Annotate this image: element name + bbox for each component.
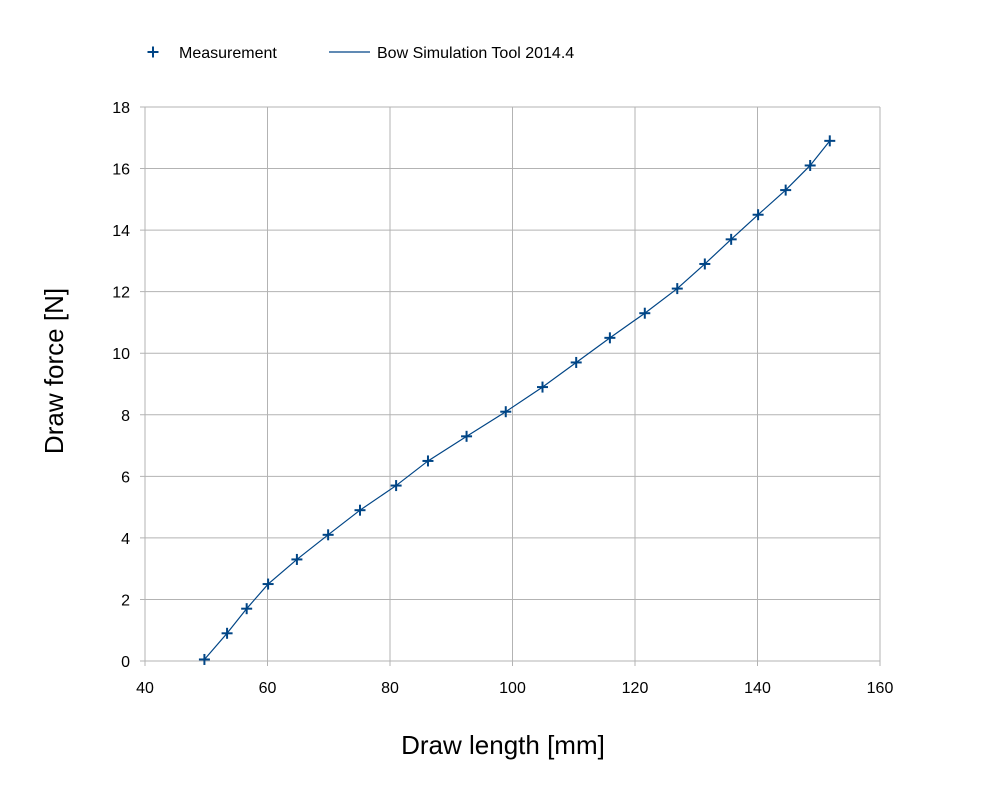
measurement-point	[537, 381, 549, 393]
x-tick-label: 140	[744, 680, 771, 697]
measurement-point	[824, 135, 836, 147]
measurement-point	[804, 159, 816, 171]
measurement-point	[291, 553, 303, 565]
y-tick-label: 0	[121, 654, 130, 671]
y-tick-label: 16	[112, 162, 130, 179]
measurement-point	[639, 307, 651, 319]
measurement-point	[725, 233, 737, 245]
x-tick-label: 160	[867, 680, 894, 697]
grid	[140, 106, 881, 666]
y-tick-label: 14	[112, 223, 130, 240]
y-tick-label: 2	[121, 592, 130, 609]
measurement-point	[500, 406, 512, 418]
y-tick-label: 10	[112, 346, 130, 363]
y-tick-label: 6	[121, 469, 130, 486]
measurement-point	[570, 356, 582, 368]
x-tick-label: 40	[136, 680, 154, 697]
y-axis-title: Draw force [N]	[39, 288, 69, 454]
legend: Measurement Bow Simulation Tool 2014.4	[147, 45, 574, 62]
x-tick-label: 80	[381, 680, 399, 697]
x-tick-label: 100	[499, 680, 526, 697]
series-layer	[198, 135, 836, 665]
legend-marker-plus	[147, 46, 159, 58]
y-tick-label: 8	[121, 408, 130, 425]
x-axis-title: Draw length [mm]	[401, 730, 605, 760]
measurement-point	[752, 209, 764, 221]
measurement-point	[604, 332, 616, 344]
x-tick-labels: 40 60 80 100 120 140 160	[136, 680, 893, 697]
measurement-point	[699, 258, 711, 270]
measurement-point	[390, 480, 402, 492]
x-tick-label: 60	[259, 680, 277, 697]
measurement-point	[322, 529, 334, 541]
measurement-point	[262, 578, 274, 590]
measurement-point	[422, 455, 434, 467]
y-tick-label: 18	[112, 100, 130, 117]
legend-item-simulation: Bow Simulation Tool 2014.4	[329, 45, 574, 62]
measurement-point	[221, 627, 233, 639]
measurement-point	[241, 603, 253, 615]
measurement-point	[780, 184, 792, 196]
x-tick-label: 120	[622, 680, 649, 697]
legend-label-simulation: Bow Simulation Tool 2014.4	[377, 45, 574, 62]
legend-label-measurement: Measurement	[179, 45, 277, 62]
measurement-point	[671, 283, 683, 295]
measurement-point	[461, 430, 473, 442]
axes	[144, 107, 880, 662]
measurement-point	[354, 504, 366, 516]
measurement-point	[198, 653, 210, 665]
y-tick-label: 12	[112, 285, 130, 302]
y-tick-label: 4	[121, 531, 130, 548]
legend-item-measurement: Measurement	[147, 45, 277, 62]
simulation-line	[203, 140, 831, 660]
y-tick-labels: 0 2 4 6 8 10 12 14 16 18	[112, 100, 130, 671]
